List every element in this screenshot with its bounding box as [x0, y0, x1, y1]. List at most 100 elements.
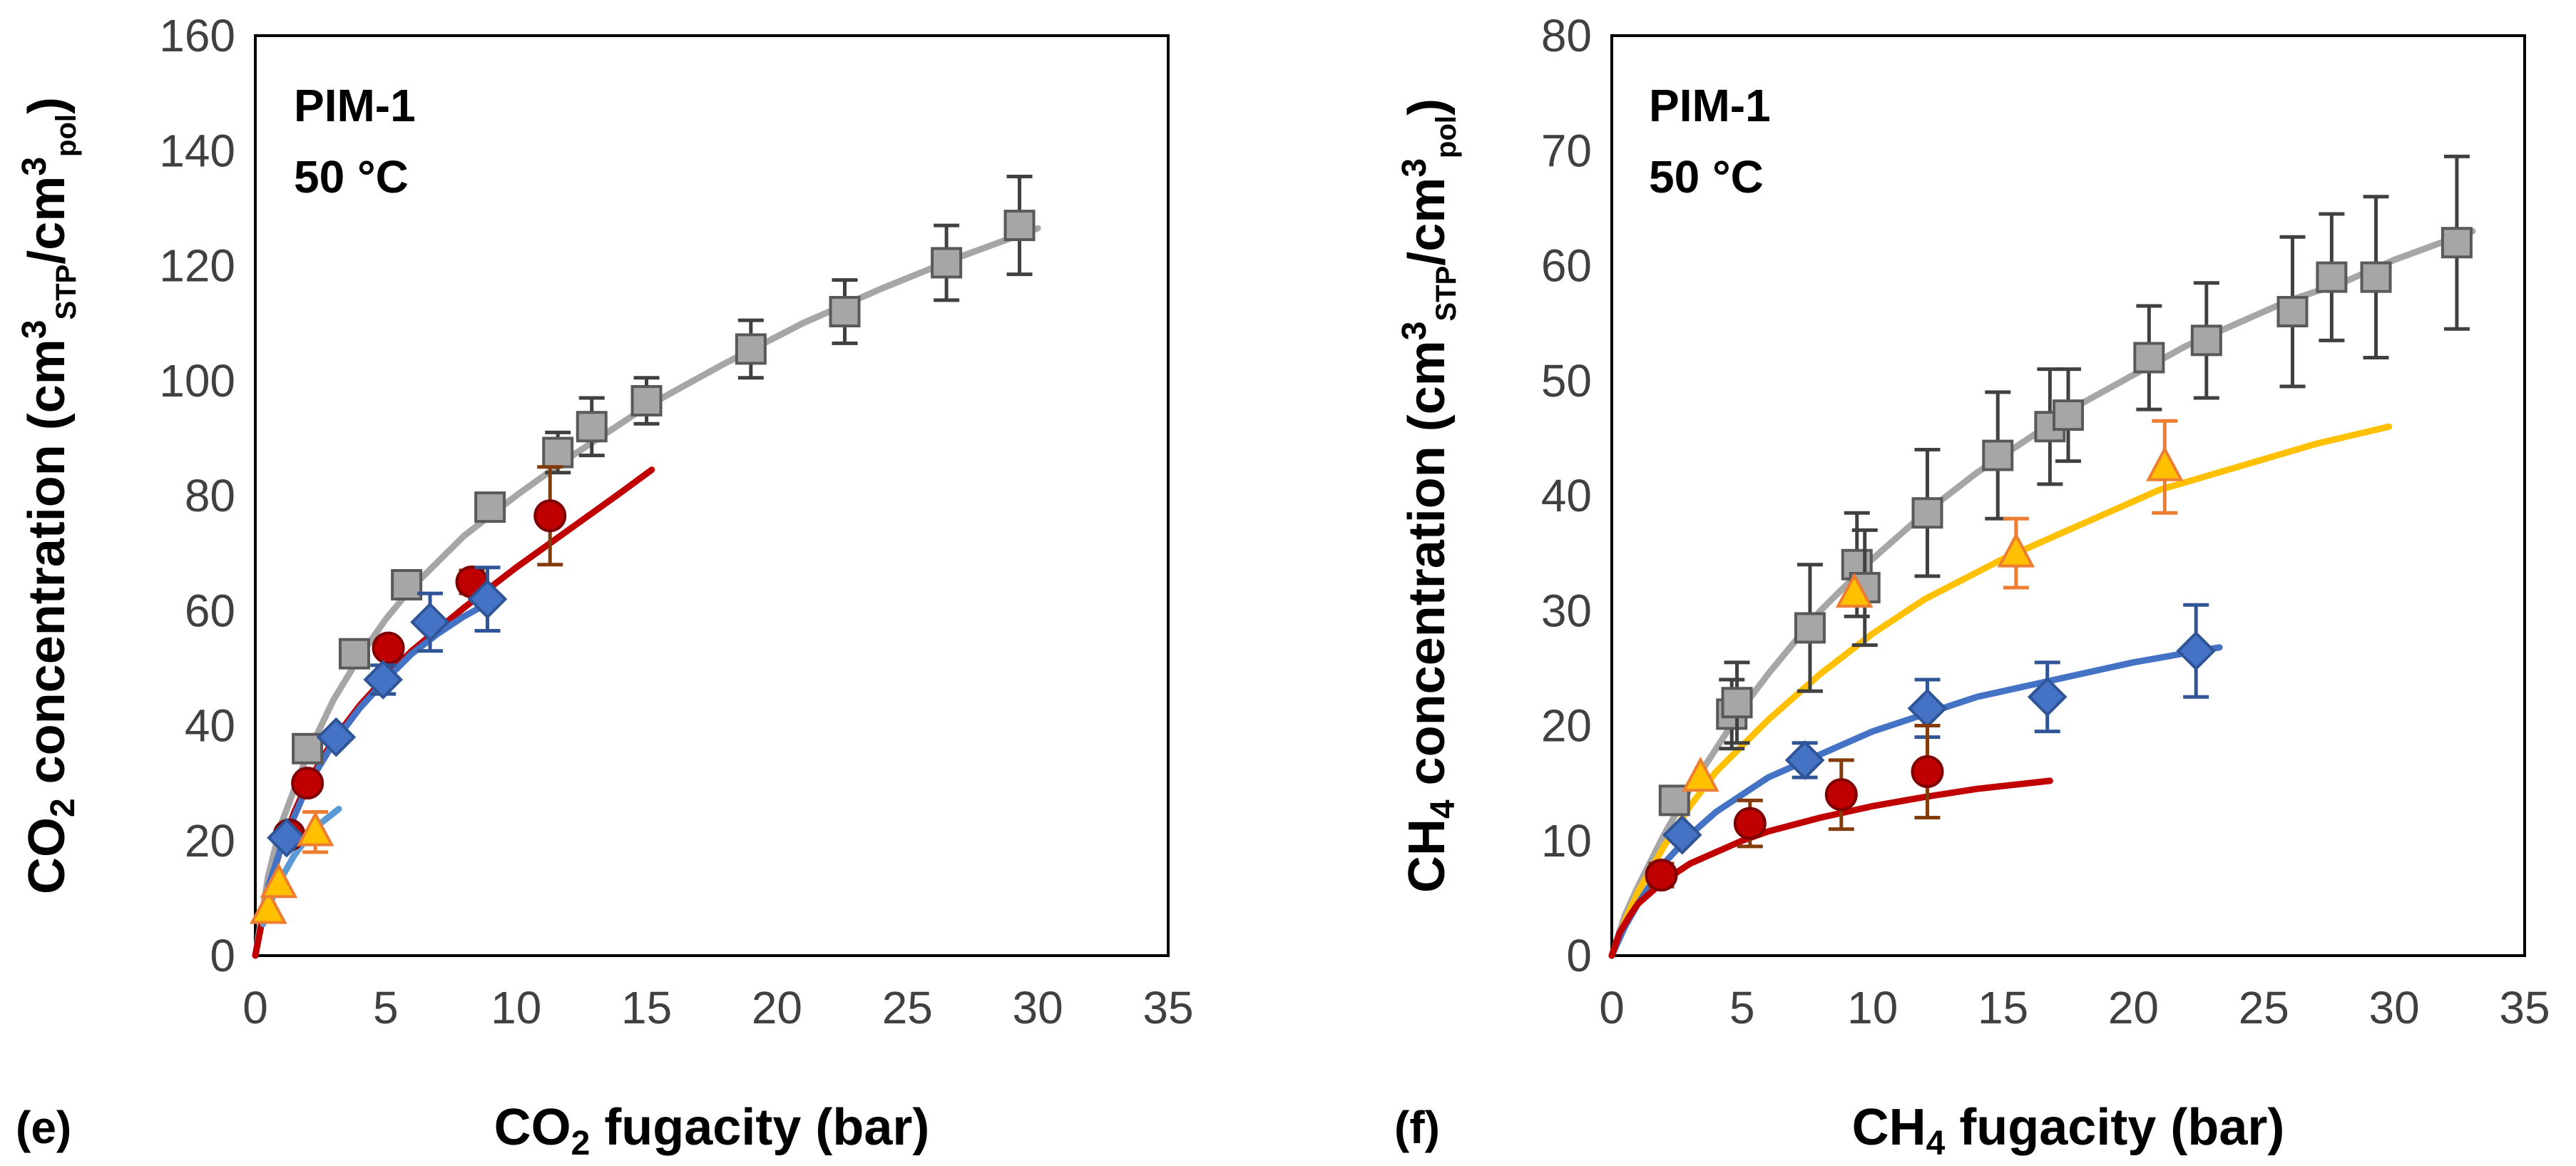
x-tick-label: 35 — [2499, 982, 2550, 1033]
data-point-triangle — [260, 862, 298, 899]
data-point-circle — [291, 767, 324, 800]
tick-labels-e: 0 5 10 15 20 25 30 35 0 20 40 60 80 100 120 140 160 — [159, 10, 1193, 1033]
y-title-part: /cm — [19, 176, 76, 265]
y-title-sup: 3 — [1396, 322, 1433, 341]
data-point-square — [1794, 612, 1826, 644]
data-point-square — [829, 296, 861, 327]
panel-label-f: (f) — [1394, 1102, 1440, 1153]
data-point-square — [1911, 497, 1943, 529]
y-tick-label: 40 — [185, 700, 235, 752]
x-axis-title-main: CH — [1852, 1099, 1926, 1156]
data-point-square — [2440, 227, 2473, 259]
data-point-circle — [533, 499, 567, 533]
data-point-square — [630, 384, 663, 416]
x-tick-label: 20 — [2108, 982, 2159, 1033]
data-point-diamond — [1662, 814, 1702, 855]
y-tick-label: 40 — [1541, 470, 1592, 521]
data-point-square — [292, 732, 324, 764]
data-point-triangle — [1997, 532, 2035, 568]
data-point-square — [2133, 342, 2165, 374]
y-title-sup: 3 — [16, 157, 53, 176]
fit-curve — [1608, 777, 2053, 959]
y-tick-label: 60 — [185, 585, 235, 636]
data-point-square — [338, 638, 370, 670]
x-axis-title-rest: fugacity (bar) — [1945, 1099, 2284, 1156]
y-tick-label: 70 — [1541, 125, 1592, 176]
y-tick-label: 20 — [1541, 700, 1592, 752]
y-tick-label: 0 — [1566, 930, 1592, 981]
data-point-square — [542, 436, 574, 469]
x-tick-label: 10 — [1847, 982, 1898, 1033]
series-group-f — [1608, 154, 2476, 959]
data-point-square — [2360, 261, 2392, 293]
x-tick-label: 0 — [1599, 982, 1625, 1033]
y-title-sup: 3 — [16, 320, 53, 339]
y-title-sub: pol — [1431, 116, 1462, 158]
y-title-sub: 4 — [1424, 799, 1462, 819]
y-tick-label: 80 — [1541, 10, 1592, 61]
series-group-e — [249, 175, 1041, 959]
data-point-square — [1982, 439, 2014, 471]
x-tick-label: 30 — [1013, 982, 1063, 1033]
x-axis-title-main: CO — [494, 1099, 571, 1156]
data-point-diamond — [1784, 740, 1825, 780]
data-point-diamond — [316, 717, 357, 757]
y-tick-label: 0 — [210, 930, 235, 981]
data-point-circle — [1645, 859, 1678, 892]
data-point-square — [735, 333, 767, 365]
y-tick-label: 80 — [185, 470, 235, 521]
data-point-diamond — [363, 660, 404, 700]
y-title-part: concentration (cm — [1399, 340, 1456, 799]
data-point-square — [2190, 324, 2222, 357]
data-point-square — [931, 247, 963, 279]
x-tick-label: 10 — [491, 982, 541, 1033]
data-point-square — [391, 568, 423, 600]
x-tick-label: 25 — [882, 982, 933, 1033]
data-point-diamond — [467, 579, 508, 619]
data-point-square — [576, 411, 608, 443]
data-point-square — [2053, 399, 2084, 431]
y-title-part: /cm — [1399, 178, 1456, 266]
y-title-sub: pol — [51, 114, 82, 157]
data-point-diamond — [2176, 630, 2217, 671]
x-axis-title-rest: fugacity (bar) — [590, 1099, 929, 1156]
y-title-sub: 2 — [44, 798, 82, 817]
x-tick-label: 35 — [1143, 982, 1193, 1033]
data-point-square — [2316, 261, 2348, 293]
y-title-part: CO — [19, 817, 76, 894]
y-title-sub: STP — [51, 265, 82, 320]
data-point-triangle — [1682, 756, 1719, 792]
y-title-part: ) — [1399, 98, 1456, 116]
data-point-diamond — [267, 817, 307, 858]
data-point-triangle — [296, 811, 334, 847]
plot-frame-e — [254, 34, 1170, 957]
y-tick-label: 20 — [185, 815, 235, 866]
data-point-square — [1721, 687, 1753, 719]
x-tick-label: 0 — [242, 982, 268, 1033]
data-point-triangle — [2145, 446, 2184, 481]
data-point-square — [1003, 210, 1036, 242]
data-point-circle — [372, 631, 405, 665]
data-point-square — [474, 491, 506, 523]
y-title-part: ) — [19, 97, 76, 114]
data-point-circle — [1733, 807, 1767, 840]
x-tick-label: 25 — [2239, 982, 2289, 1033]
data-point-square — [2276, 296, 2309, 327]
y-axis-title-f: CH4 concentration (cm3STP/cm3pol) — [1396, 98, 1462, 893]
data-point-triangle — [249, 889, 287, 924]
x-axis-title-f: CH4 fugacity (bar) — [1852, 1099, 2285, 1162]
annotation-material-e: PIM-1 — [294, 80, 416, 131]
y-tick-label: 160 — [159, 10, 235, 61]
x-tick-label: 15 — [1978, 982, 2028, 1033]
data-point-diamond — [1907, 688, 1948, 729]
plot-frame-f — [1610, 34, 2526, 957]
annotation-temperature-e: 50 °C — [294, 151, 409, 203]
panel-label-e: (e) — [16, 1102, 71, 1153]
x-axis-title-sub: 2 — [571, 1125, 591, 1162]
y-title-part: CH — [1399, 819, 1456, 893]
y-title-sub: STP — [1431, 266, 1462, 322]
annotation-material-f: PIM-1 — [1649, 80, 1771, 131]
y-tick-label: 50 — [1541, 355, 1592, 406]
x-axis-title-e: CO2 fugacity (bar) — [494, 1099, 930, 1162]
x-tick-label: 15 — [621, 982, 672, 1033]
